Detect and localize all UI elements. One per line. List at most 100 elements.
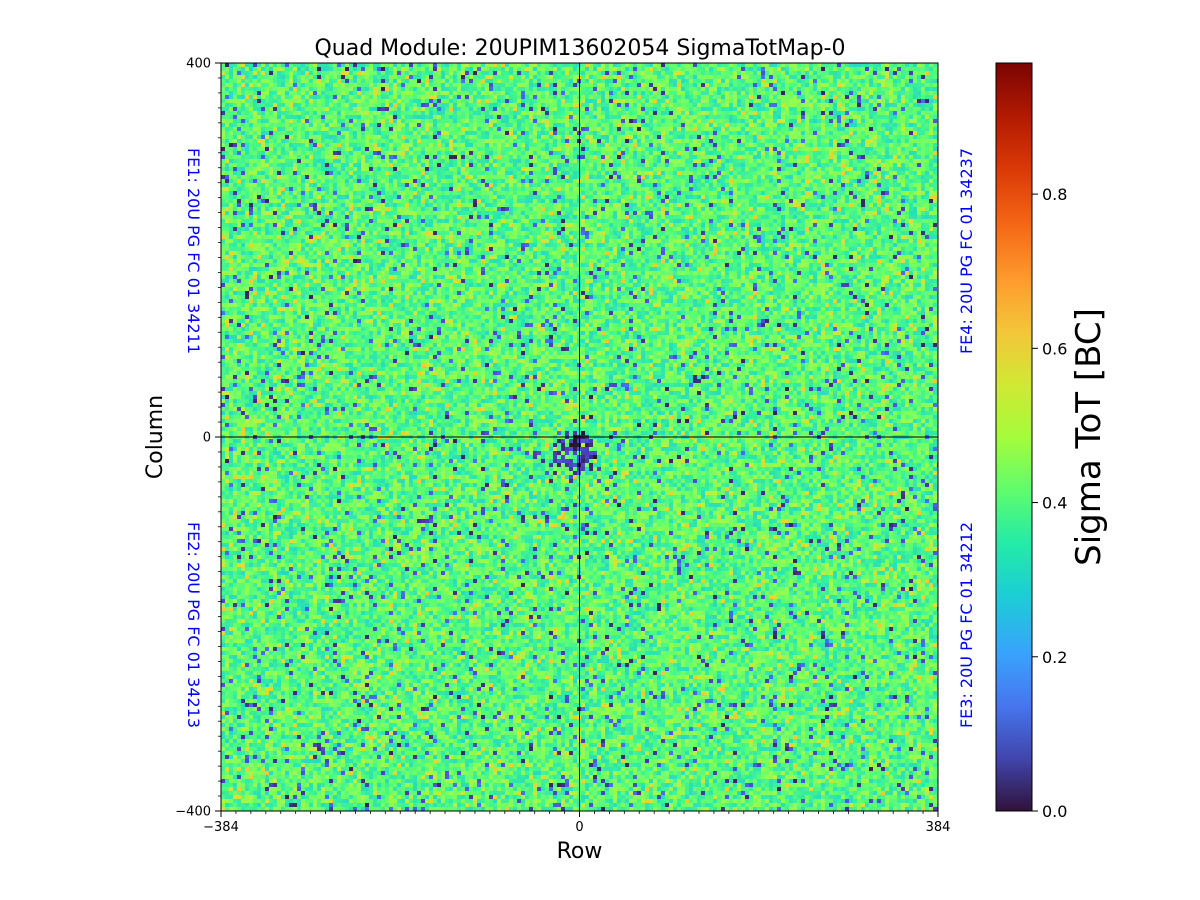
heatmap-cell <box>805 95 809 99</box>
heatmap-cell <box>833 63 837 67</box>
heatmap-cell <box>593 123 597 127</box>
heatmap-cell <box>505 147 509 151</box>
heatmap-cell <box>449 83 453 87</box>
heatmap-cell <box>417 63 421 67</box>
heatmap-cell <box>461 151 465 155</box>
heatmap-cell <box>541 143 545 147</box>
heatmap-cell <box>241 143 245 147</box>
heatmap-cell <box>397 79 401 83</box>
heatmap-cell <box>661 79 665 83</box>
heatmap-cell <box>857 167 861 171</box>
heatmap-cell <box>929 127 933 131</box>
heatmap-cell <box>761 87 765 91</box>
heatmap-cell <box>485 155 489 159</box>
heatmap-cell <box>541 75 545 79</box>
heatmap-cell <box>561 99 565 103</box>
heatmap-cell <box>761 75 765 79</box>
heatmap-cell <box>245 107 249 111</box>
heatmap-cell <box>709 95 713 99</box>
heatmap-cell <box>473 87 477 91</box>
heatmap-cell <box>733 139 737 143</box>
heatmap-cell <box>441 83 445 87</box>
heatmap-cell <box>605 151 609 155</box>
heatmap-cell <box>769 75 773 79</box>
heatmap-cell <box>261 159 265 163</box>
heatmap-cell <box>889 123 893 127</box>
heatmap-cell <box>653 111 657 115</box>
heatmap-cell <box>817 143 821 147</box>
heatmap-cell <box>437 83 441 87</box>
heatmap-cell <box>437 155 441 159</box>
heatmap-cell <box>793 79 797 83</box>
heatmap-cell <box>557 123 561 127</box>
heatmap-cell <box>541 155 545 159</box>
heatmap-cell <box>581 107 585 111</box>
heatmap-cell <box>337 75 341 79</box>
heatmap-cell <box>313 119 317 123</box>
heatmap-cell <box>757 95 761 99</box>
heatmap-cell <box>417 147 421 151</box>
heatmap-cell <box>933 131 937 135</box>
heatmap-cell <box>401 159 405 163</box>
heatmap-cell <box>509 151 513 155</box>
heatmap-cell <box>477 151 481 155</box>
heatmap-cell <box>669 87 673 91</box>
heatmap-cell <box>505 91 509 95</box>
heatmap-cell <box>641 155 645 159</box>
heatmap-cell <box>429 171 433 175</box>
heatmap-cell <box>781 159 785 163</box>
heatmap-cell <box>773 83 777 87</box>
heatmap-cell <box>753 123 757 127</box>
heatmap-cell <box>377 171 381 175</box>
heatmap-cell <box>925 155 929 159</box>
heatmap-cell <box>729 155 733 159</box>
heatmap-cell <box>613 79 617 83</box>
heatmap-cell <box>685 103 689 107</box>
heatmap-cell <box>833 151 837 155</box>
heatmap-cell <box>865 155 869 159</box>
heatmap-cell <box>489 147 493 151</box>
heatmap-cell <box>385 91 389 95</box>
heatmap-cell <box>597 155 601 159</box>
heatmap-cell <box>921 167 925 171</box>
heatmap-cell <box>581 83 585 87</box>
heatmap-cell <box>649 67 653 71</box>
heatmap-cell <box>289 143 293 147</box>
heatmap-cell <box>917 135 921 139</box>
heatmap-cell <box>821 135 825 139</box>
heatmap-cell <box>641 127 645 131</box>
heatmap-cell <box>301 159 305 163</box>
heatmap-cell <box>805 119 809 123</box>
heatmap-cell <box>261 127 265 131</box>
heatmap-cell <box>221 91 225 95</box>
heatmap-cell <box>713 155 717 159</box>
heatmap-cell <box>281 139 285 143</box>
heatmap-cell <box>601 127 605 131</box>
heatmap-cell <box>625 103 629 107</box>
heatmap-cell <box>257 87 261 91</box>
heatmap-cell <box>441 103 445 107</box>
heatmap-cell <box>733 99 737 103</box>
heatmap-cell <box>241 171 245 175</box>
heatmap-cell <box>621 147 625 151</box>
heatmap-cell <box>877 163 881 167</box>
heatmap-cell <box>705 151 709 155</box>
heatmap-cell <box>657 111 661 115</box>
heatmap-cell <box>713 111 717 115</box>
heatmap-cell <box>901 123 905 127</box>
heatmap-cell <box>477 107 481 111</box>
heatmap-cell <box>857 75 861 79</box>
heatmap-cell <box>825 111 829 115</box>
heatmap-cell <box>721 63 725 67</box>
heatmap-cell <box>361 79 365 83</box>
heatmap-cell <box>717 83 721 87</box>
heatmap-cell <box>881 111 885 115</box>
heatmap-cell <box>669 127 673 131</box>
heatmap-cell <box>569 111 573 115</box>
heatmap-cell <box>453 83 457 87</box>
heatmap-cell <box>445 167 449 171</box>
heatmap-cell <box>913 71 917 75</box>
heatmap-cell <box>701 63 705 67</box>
heatmap-cell <box>661 83 665 87</box>
